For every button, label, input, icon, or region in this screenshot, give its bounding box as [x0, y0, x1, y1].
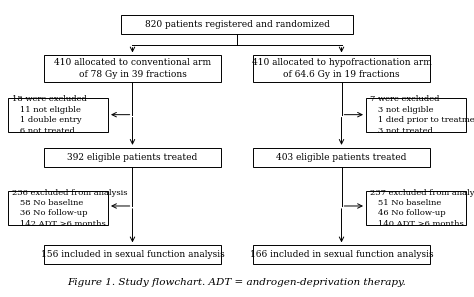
FancyBboxPatch shape: [44, 245, 221, 264]
FancyBboxPatch shape: [253, 55, 430, 82]
FancyBboxPatch shape: [44, 55, 221, 82]
FancyBboxPatch shape: [8, 98, 108, 132]
FancyBboxPatch shape: [253, 148, 430, 167]
Text: 156 included in sexual function analysis: 156 included in sexual function analysis: [41, 250, 224, 259]
Text: 7 were excluded
   3 not eligible
   1 died prior to treatment
   3 not treated: 7 were excluded 3 not eligible 1 died pr…: [370, 95, 474, 135]
Text: 410 allocated to hypofractionation arm
of 64.6 Gy in 19 fractions: 410 allocated to hypofractionation arm o…: [252, 58, 431, 79]
FancyBboxPatch shape: [366, 98, 466, 132]
FancyBboxPatch shape: [121, 15, 353, 34]
Text: 820 patients registered and randomized: 820 patients registered and randomized: [145, 20, 329, 29]
Text: 403 eligible patients treated: 403 eligible patients treated: [276, 153, 407, 162]
FancyBboxPatch shape: [8, 192, 108, 225]
Text: 166 included in sexual function analysis: 166 included in sexual function analysis: [250, 250, 433, 259]
Text: 237 excluded from analysis
   51 No baseline
   46 No follow-up
   140 ADT >6 mo: 237 excluded from analysis 51 No baselin…: [370, 189, 474, 228]
FancyBboxPatch shape: [253, 245, 430, 264]
FancyBboxPatch shape: [366, 192, 466, 225]
Text: Figure 1. Study flowchart. ADT = androgen-deprivation therapy.: Figure 1. Study flowchart. ADT = androge…: [68, 279, 406, 287]
Text: 18 were excluded
   11 not eligible
   1 double entry
   6 not treated: 18 were excluded 11 not eligible 1 doubl…: [12, 95, 87, 135]
Text: 392 eligible patients treated: 392 eligible patients treated: [67, 153, 198, 162]
Text: 236 excluded from analysis
   58 No baseline
   36 No follow-up
   142 ADT >6 mo: 236 excluded from analysis 58 No baselin…: [12, 189, 128, 228]
FancyBboxPatch shape: [44, 148, 221, 167]
Text: 410 allocated to conventional arm
of 78 Gy in 39 fractions: 410 allocated to conventional arm of 78 …: [54, 58, 211, 79]
